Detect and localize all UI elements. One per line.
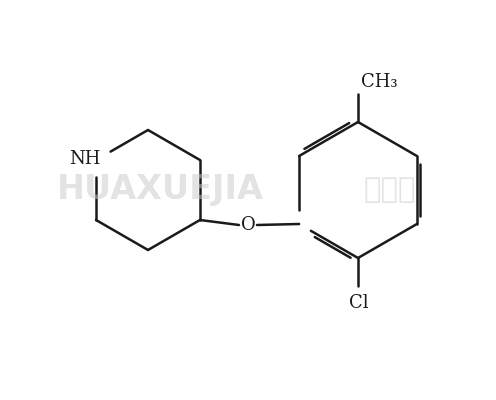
Text: CH₃: CH₃: [361, 73, 397, 91]
Text: O: O: [241, 216, 255, 234]
Text: Cl: Cl: [349, 294, 369, 312]
Text: HUAXUEJIA: HUAXUEJIA: [57, 174, 263, 206]
Text: 化学加: 化学加: [364, 176, 416, 204]
Text: NH: NH: [69, 150, 101, 168]
